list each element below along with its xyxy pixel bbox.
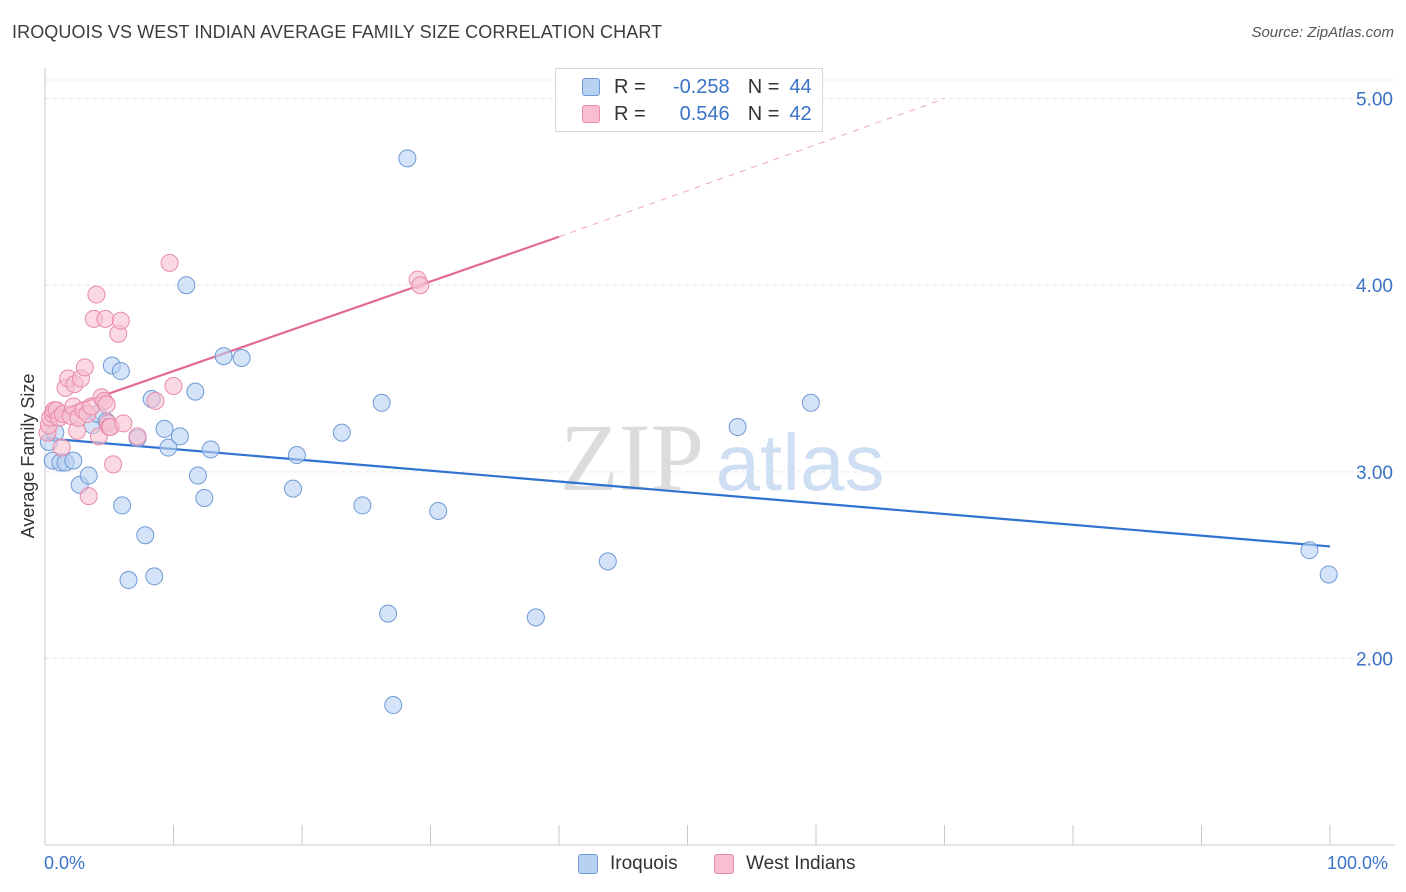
bottom-legend-label-iroquois: Iroquois bbox=[610, 853, 678, 874]
x-tick-label-min: 0.0% bbox=[44, 853, 86, 873]
y-axis-label: Average Family Size bbox=[18, 374, 38, 539]
legend-n-label: N = bbox=[747, 75, 780, 98]
point-iroquois-35 bbox=[384, 696, 403, 715]
point-iroquois-20 bbox=[159, 438, 178, 457]
legend-r-value-iroquois: -0.258 bbox=[672, 75, 730, 98]
legend-n-value-iroquois: 44 bbox=[789, 75, 812, 98]
point-west-indians-38 bbox=[160, 253, 179, 272]
point-iroquois-42 bbox=[1300, 541, 1319, 560]
point-iroquois-40 bbox=[728, 418, 747, 437]
point-west-indians-32 bbox=[104, 455, 123, 474]
bottom-legend-label-west-indians: West Indians bbox=[746, 853, 856, 874]
point-iroquois-16 bbox=[136, 526, 155, 545]
legend-r-value-west-indians: 0.546 bbox=[679, 102, 730, 125]
bottom-legend-swatch-west-indians bbox=[714, 854, 734, 874]
gridlines bbox=[45, 79, 1395, 659]
point-iroquois-14 bbox=[119, 571, 138, 590]
trend-lines bbox=[44, 98, 1331, 548]
point-west-indians-41 bbox=[411, 276, 430, 295]
trend-extension-west-indians bbox=[558, 98, 945, 238]
point-iroquois-26 bbox=[201, 440, 220, 459]
point-iroquois-29 bbox=[284, 479, 303, 498]
bottom-legend-swatch-iroquois bbox=[578, 854, 598, 874]
point-west-indians-37 bbox=[146, 391, 165, 410]
point-iroquois-38 bbox=[526, 608, 545, 627]
x-tick-label-max: 100.0% bbox=[1327, 853, 1389, 873]
point-iroquois-21 bbox=[170, 427, 189, 446]
point-west-indians-18 bbox=[75, 358, 94, 377]
y-tick-label-0: 2.00 bbox=[1356, 649, 1393, 670]
point-west-indians-36 bbox=[128, 427, 147, 446]
y-tick-label-1: 3.00 bbox=[1356, 463, 1393, 484]
point-iroquois-37 bbox=[429, 502, 448, 521]
trend-line-west-indians bbox=[44, 235, 560, 417]
legend-swatch-iroquois bbox=[582, 78, 600, 96]
legend-n-value-west-indians: 42 bbox=[789, 102, 812, 125]
point-iroquois-33 bbox=[372, 393, 391, 412]
chart-title: IROQUOIS VS WEST INDIAN AVERAGE FAMILY S… bbox=[12, 22, 663, 42]
point-iroquois-25 bbox=[195, 488, 214, 507]
point-iroquois-22 bbox=[177, 276, 196, 295]
point-west-indians-27 bbox=[96, 309, 115, 328]
bottom-legend-west-indians: West Indians bbox=[714, 852, 855, 876]
point-iroquois-7 bbox=[79, 466, 98, 485]
point-iroquois-41 bbox=[801, 393, 820, 412]
point-west-indians-35 bbox=[114, 414, 133, 433]
legend-r-label: R = bbox=[614, 75, 646, 98]
point-iroquois-23 bbox=[186, 382, 205, 401]
legend-row-iroquois: R = -0.258 N = 44 bbox=[582, 75, 812, 99]
y-tick-labels: 2.00 3.00 4.00 5.00 bbox=[1356, 90, 1393, 671]
data-points bbox=[38, 149, 1338, 715]
point-iroquois-27 bbox=[214, 347, 233, 366]
point-west-indians-7 bbox=[52, 438, 71, 457]
stats-legend: R = -0.258 N = 44 R = 0.546 N = 42 bbox=[555, 68, 823, 132]
legend-row-west-indians: R = 0.546 N = 42 bbox=[582, 102, 812, 126]
point-west-indians-23 bbox=[87, 285, 106, 304]
point-iroquois-36 bbox=[398, 149, 417, 168]
point-iroquois-43 bbox=[1319, 565, 1338, 584]
legend-r-label: R = bbox=[614, 102, 646, 125]
source-label: Source: ZipAtlas.com bbox=[1251, 24, 1394, 41]
point-west-indians-28 bbox=[97, 395, 116, 414]
point-iroquois-32 bbox=[353, 496, 372, 515]
watermark-zip: ZIP bbox=[560, 404, 704, 511]
legend-swatch-west-indians bbox=[582, 105, 600, 123]
point-iroquois-12 bbox=[111, 362, 130, 381]
point-iroquois-13 bbox=[113, 496, 132, 515]
point-iroquois-34 bbox=[379, 604, 398, 623]
point-iroquois-30 bbox=[287, 446, 306, 465]
point-iroquois-31 bbox=[332, 423, 351, 442]
point-iroquois-39 bbox=[598, 552, 617, 571]
point-west-indians-34 bbox=[111, 311, 130, 330]
point-iroquois-5 bbox=[64, 451, 83, 470]
point-iroquois-19 bbox=[155, 419, 174, 438]
legend-n-label: N = bbox=[747, 102, 780, 125]
point-iroquois-28 bbox=[232, 349, 251, 368]
y-tick-label-2: 4.00 bbox=[1356, 276, 1393, 297]
bottom-legend-iroquois: Iroquois bbox=[578, 852, 678, 876]
point-iroquois-18 bbox=[145, 567, 164, 586]
point-west-indians-39 bbox=[164, 377, 183, 395]
point-west-indians-20 bbox=[79, 487, 98, 506]
point-iroquois-24 bbox=[188, 466, 207, 485]
trend-line-iroquois bbox=[44, 437, 1331, 548]
y-tick-label-3: 5.00 bbox=[1356, 90, 1393, 111]
